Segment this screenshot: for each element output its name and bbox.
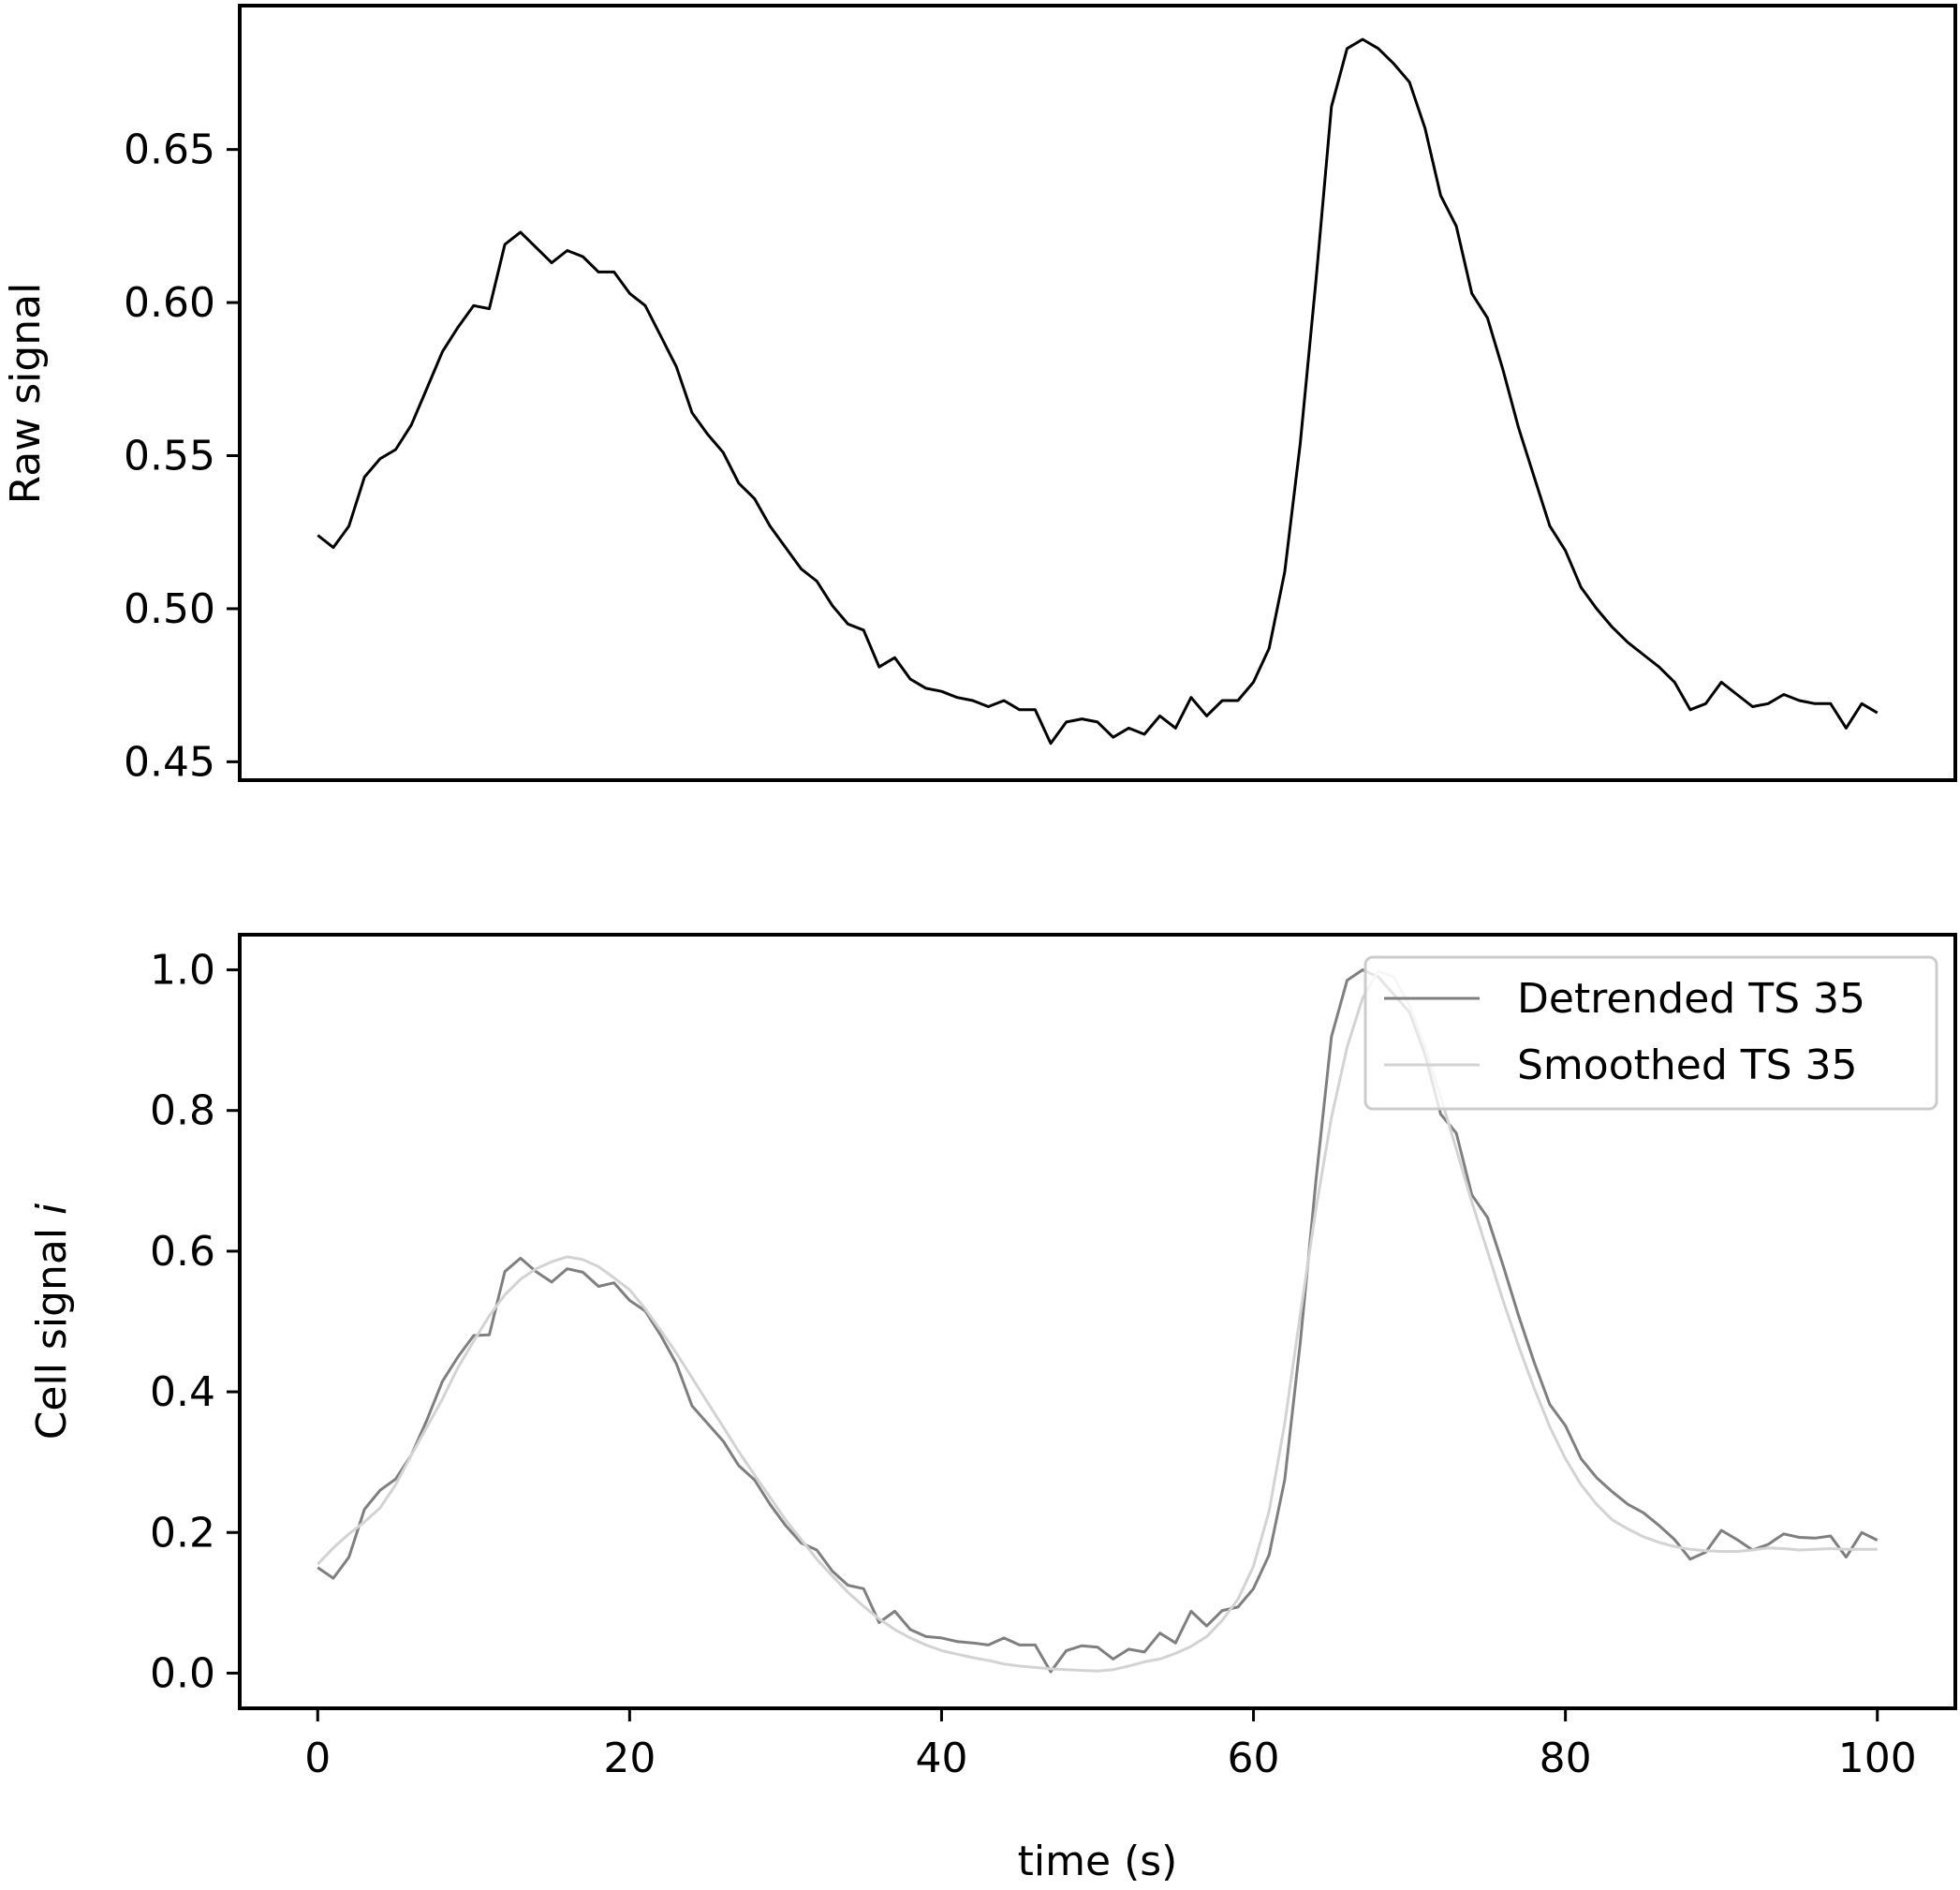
cell-signal-y-label-main: Cell signal xyxy=(28,1215,76,1440)
legend-label-smoothed: Smoothed TS 35 xyxy=(1517,1041,1858,1089)
cell-signal-x-tick-label-4: 80 xyxy=(1540,1735,1592,1782)
raw-signal-ticks: 0.45 0.50 0.55 0.60 0.65 xyxy=(124,126,240,786)
raw-signal-y-tick-label-4: 0.65 xyxy=(124,126,215,174)
raw-signal-y-tick-label-1: 0.50 xyxy=(124,585,215,633)
raw-signal-series-line-0 xyxy=(317,37,1879,746)
cell-signal-y-tick-label-0: 0.0 xyxy=(150,1649,215,1697)
raw-signal-panel: 0.45 0.50 0.55 0.60 0.65 Raw signal xyxy=(2,4,1957,786)
cell-signal-series-line-1 xyxy=(317,969,1878,1673)
cell-signal-y-axis-label: Cell signal i xyxy=(28,1203,76,1440)
cell-signal-y-tick-label-1: 0.2 xyxy=(150,1509,215,1557)
cell-signal-x-tick-label-2: 40 xyxy=(915,1735,967,1782)
legend: Detrended TS 35 Smoothed TS 35 xyxy=(1363,955,1938,1111)
cell-signal-y-tick-label-2: 0.4 xyxy=(150,1368,215,1416)
cell-signal-y-tick-label-5: 1.0 xyxy=(150,947,215,995)
raw-signal-y-axis-label: Raw signal xyxy=(2,283,50,505)
cell-signal-plot-frame xyxy=(238,933,1957,1710)
cell-signal-series-line-0 xyxy=(317,968,1879,1674)
cell-signal-x-tick-label-0: 0 xyxy=(304,1735,331,1782)
raw-signal-y-tick-label-0: 0.45 xyxy=(124,738,215,786)
x-axis-label: time (s) xyxy=(1018,1838,1178,1885)
cell-signal-y-label-italic: i xyxy=(28,1203,76,1215)
cell-signal-x-tick-label-1: 20 xyxy=(603,1735,656,1782)
legend-label-detrended: Detrended TS 35 xyxy=(1517,975,1865,1023)
cell-signal-ticks: 0.0 0.2 0.4 0.6 0.8 1.0 0 20 40 60 80 100 xyxy=(150,947,1917,1782)
cell-signal-series-layer xyxy=(317,968,1879,1674)
cell-signal-y-tick-label-4: 0.8 xyxy=(150,1087,215,1135)
raw-signal-y-tick-label-2: 0.55 xyxy=(124,433,215,480)
raw-signal-y-tick-label-3: 0.60 xyxy=(124,279,215,327)
cell-signal-x-tick-label-5: 100 xyxy=(1838,1735,1917,1782)
legend-box xyxy=(1363,955,1938,1111)
cell-signal-y-tick-label-3: 0.6 xyxy=(150,1228,215,1276)
raw-signal-plot-frame xyxy=(238,4,1957,782)
cell-signal-x-tick-label-3: 60 xyxy=(1228,1735,1280,1782)
raw-signal-series-layer xyxy=(317,37,1879,746)
cell-signal-panel: 0.0 0.2 0.4 0.6 0.8 1.0 0 20 40 60 80 100 Cell sign… xyxy=(28,933,1957,1885)
